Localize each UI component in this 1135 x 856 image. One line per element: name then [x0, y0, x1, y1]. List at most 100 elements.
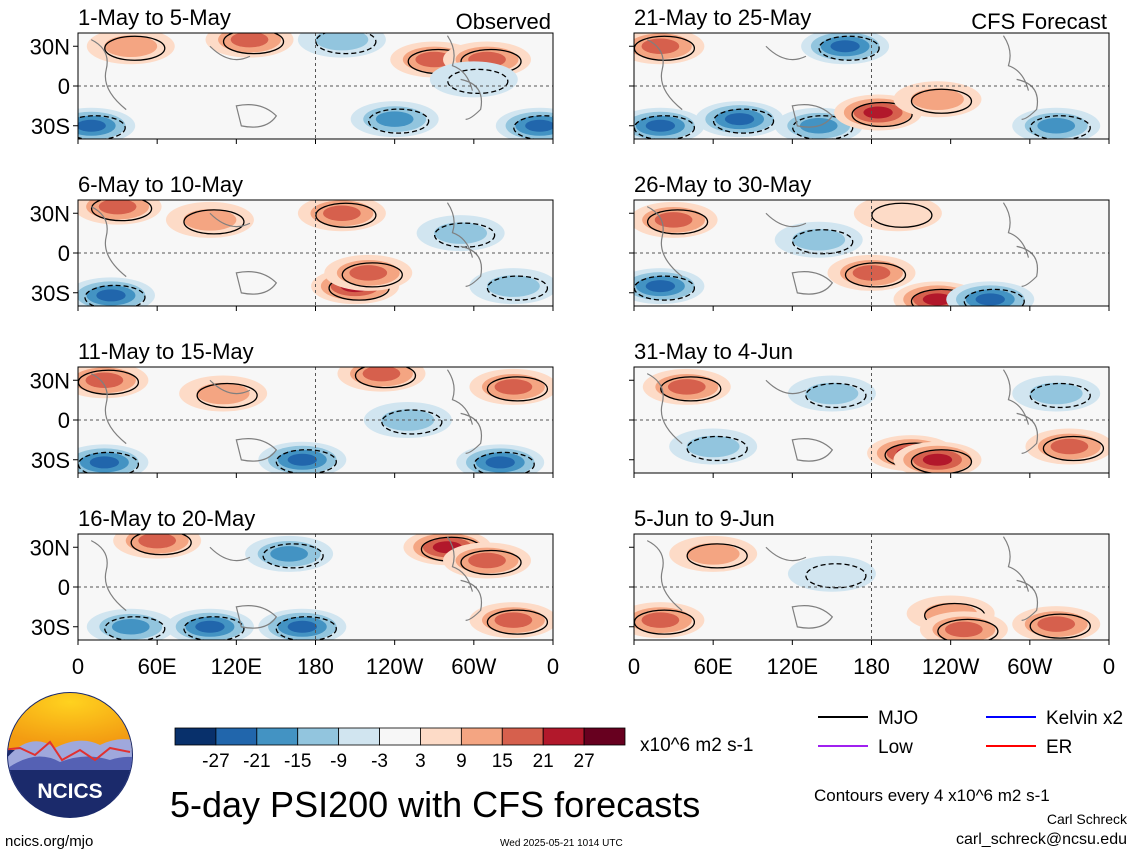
anomaly-blob	[287, 620, 317, 633]
contour-line	[104, 616, 166, 640]
anomaly-blob	[1050, 438, 1089, 455]
anomaly-blob	[434, 222, 488, 244]
colorbar-swatch	[379, 727, 421, 746]
colorbar-swatch	[460, 727, 503, 746]
y-tick-label: 30N	[30, 201, 70, 226]
contour-line	[910, 449, 973, 473]
x-tick-label: 60E	[138, 654, 177, 679]
anomaly-blob	[323, 205, 361, 221]
contour-line	[368, 108, 430, 134]
colorbar-swatch	[583, 727, 626, 746]
map-panel: 21-May to 25-May CFS Forecast	[629, 5, 1110, 144]
coastline	[646, 35, 1039, 128]
y-tick-label: 30S	[31, 114, 70, 139]
logo-text: NCICS	[37, 780, 102, 803]
author-email[interactable]: carl_schreck@ncsu.edu	[956, 831, 1127, 848]
anomaly-blob	[287, 453, 317, 466]
x-tick-label: 120E	[767, 654, 818, 679]
colorbar-tick-label: 9	[456, 751, 467, 772]
contour-line	[937, 618, 999, 640]
contour-line	[646, 209, 709, 235]
contour-line	[486, 609, 549, 635]
colorbar-tick-label: -3	[371, 751, 388, 772]
y-tick-label: 30N	[30, 368, 70, 393]
panel-title: 6-May to 10-May	[78, 172, 243, 197]
contour-line	[341, 262, 403, 288]
contour-line	[183, 616, 245, 640]
anomaly-blob	[429, 61, 518, 98]
anomaly-blob	[487, 275, 540, 297]
colorbar-swatch	[297, 727, 340, 746]
anomaly-blob	[381, 409, 435, 431]
anomaly-blob	[195, 620, 225, 633]
column-label: Observed	[456, 9, 551, 34]
colorbar-swatch	[256, 727, 299, 746]
anomaly-blob	[667, 379, 706, 395]
contour-line	[381, 409, 443, 435]
contour-line	[792, 229, 854, 255]
panel-title: 1-May to 5-May	[78, 5, 231, 30]
contour-line	[315, 202, 377, 228]
contour-line	[963, 288, 1025, 306]
x-tick-label: 180	[297, 654, 334, 679]
anomaly-blob	[270, 546, 308, 562]
site-link[interactable]: ncics.org/mjo	[5, 833, 94, 850]
coastline	[646, 536, 1039, 629]
y-tick-label: 30S	[31, 615, 70, 640]
contour-line	[1029, 382, 1091, 409]
anomaly-blob	[196, 382, 250, 405]
contour-line	[844, 262, 907, 288]
contour-line	[90, 200, 153, 222]
contour-line	[486, 275, 549, 301]
anomaly-blob	[104, 35, 158, 58]
anomaly-blob	[792, 228, 846, 251]
colorbar-swatch	[215, 727, 258, 746]
contour-line	[805, 382, 867, 409]
contour-line	[78, 115, 126, 139]
colorbar-swatch	[174, 727, 217, 746]
contour-line	[354, 367, 417, 389]
anomaly-blob	[1029, 382, 1083, 405]
legend-label: Low	[878, 737, 913, 758]
contour-line	[818, 35, 880, 61]
anomaly-blob	[362, 367, 401, 382]
y-tick-label: 0	[58, 408, 70, 433]
colorbar-swatch	[420, 727, 462, 746]
map-panel: 1-May to 5-May Observed 30N 0 30S	[30, 5, 554, 144]
y-tick-label: 30N	[30, 535, 70, 560]
contour-line	[1029, 115, 1091, 139]
contour-line	[460, 549, 522, 576]
anomaly-blob	[641, 612, 680, 628]
colorbar-tick-label: 3	[415, 751, 426, 772]
anomaly-blob	[645, 280, 676, 293]
anomaly-blob	[686, 435, 740, 458]
y-tick-label: 30S	[31, 281, 70, 306]
anomaly-blob	[525, 119, 553, 132]
anomaly-blob	[911, 88, 964, 111]
y-tick-label: 0	[58, 241, 70, 266]
x-tick-label: 60E	[694, 654, 733, 679]
contour-line	[275, 449, 337, 473]
anomaly-blob	[1037, 118, 1076, 134]
legend-label: Kelvin x2	[1046, 708, 1123, 729]
coastline	[90, 35, 483, 128]
coastline	[646, 369, 1039, 462]
contour-line	[486, 376, 549, 402]
x-tick-label: 0	[628, 654, 640, 679]
anomaly-blob	[485, 456, 515, 469]
ncics-logo: NCICS	[7, 692, 133, 818]
anomaly-blob	[349, 265, 388, 281]
colorbar-tick-label: 27	[574, 751, 595, 772]
legend-label: MJO	[878, 708, 918, 729]
contour-line	[660, 376, 722, 402]
map-panel: 11-May to 15-May 30N 0 30S	[30, 339, 554, 478]
coastline	[646, 202, 1039, 295]
contour-line	[262, 543, 324, 569]
anomaly-blob	[724, 113, 755, 126]
legend-label: ER	[1046, 737, 1072, 758]
anomaly-blob	[138, 534, 177, 549]
anomaly-blob	[468, 552, 506, 569]
x-tick-label: 120W	[922, 654, 980, 679]
